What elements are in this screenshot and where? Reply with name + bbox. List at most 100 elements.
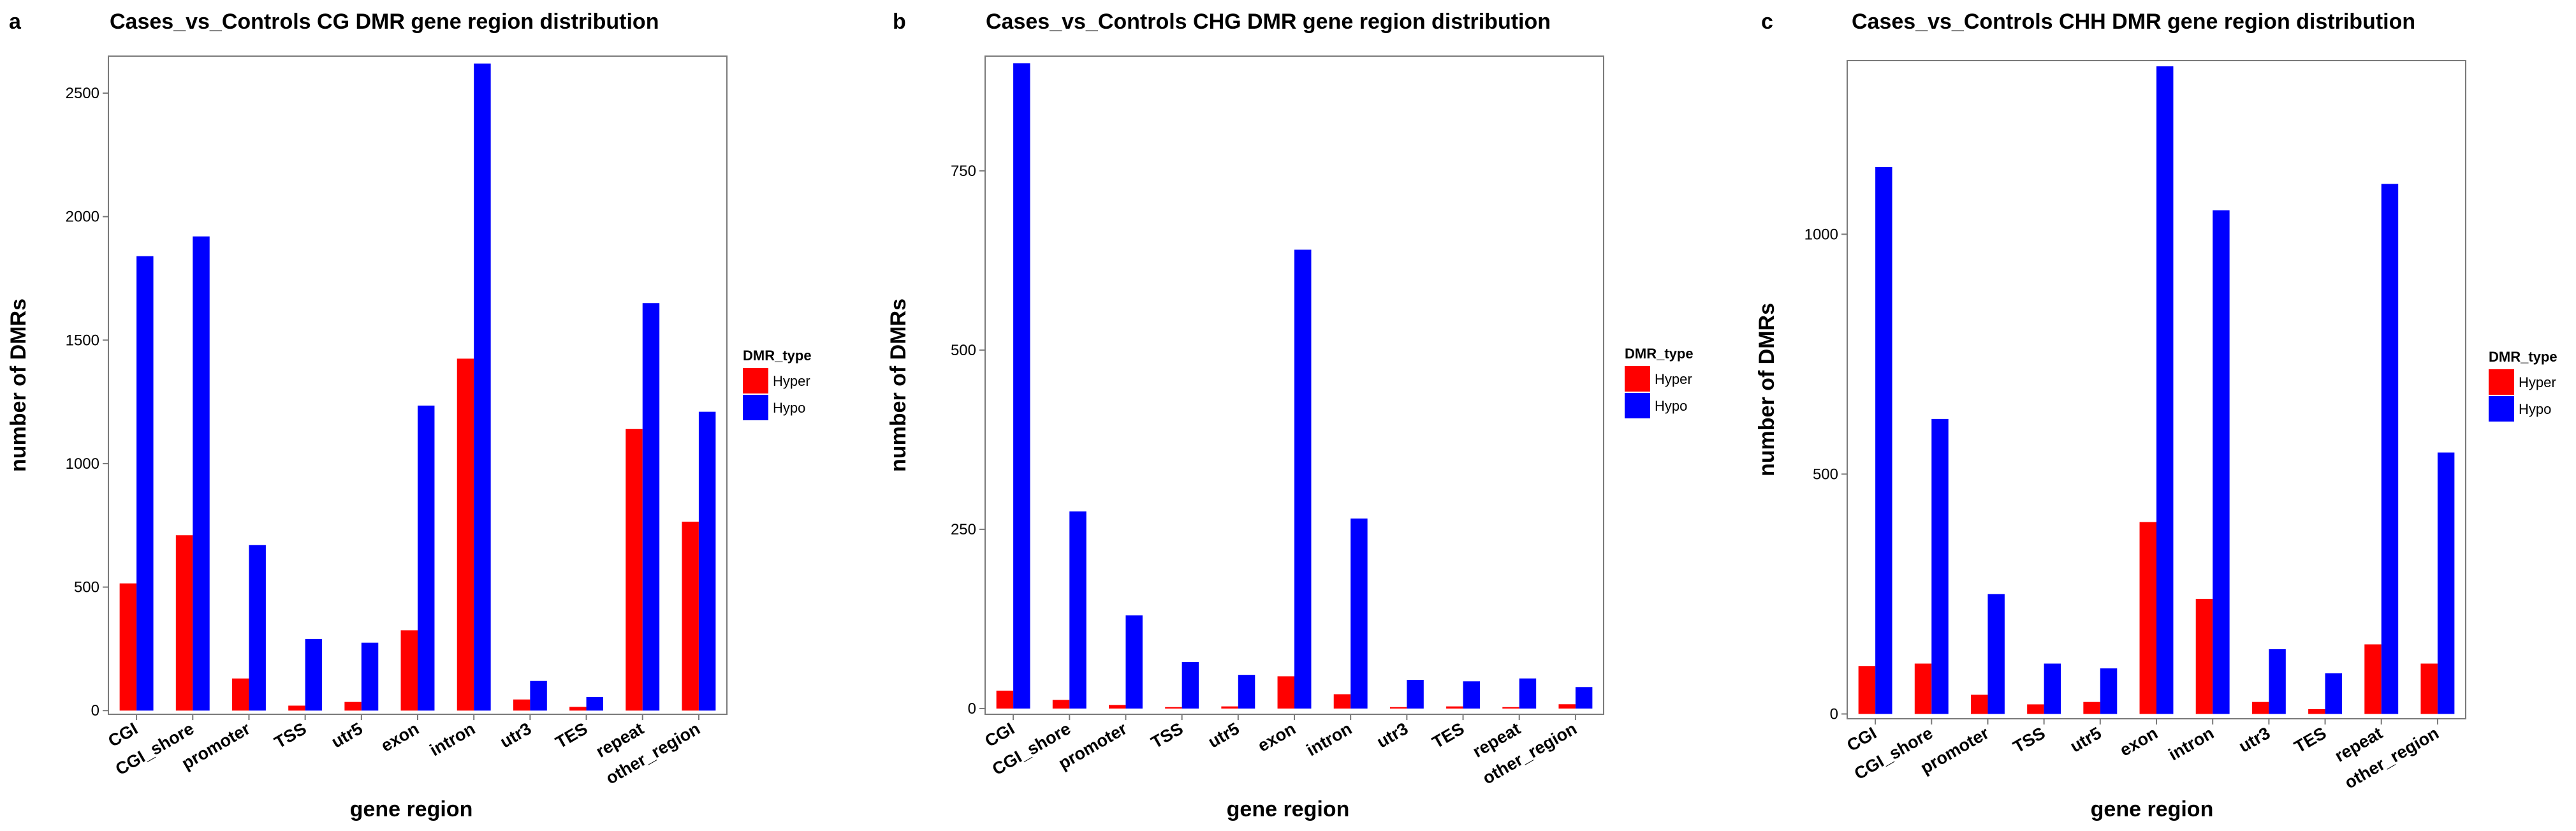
- bar-hyper-cgi: [1858, 666, 1876, 714]
- bar-hypo-repeat: [2381, 184, 2399, 714]
- bar-hypo-repeat: [642, 303, 660, 711]
- y-tick-label: 250: [951, 521, 976, 538]
- bar-hyper-promoter: [1971, 695, 1988, 714]
- bar-hyper-tes: [1446, 706, 1463, 709]
- bar-hyper-utr3: [2251, 702, 2269, 714]
- chart-panel-b: b Cases_vs_Controls CHG DMR gene region d…: [886, 10, 1694, 821]
- x-tick-label: intron: [427, 719, 478, 760]
- bar-hypo-cgi: [136, 256, 154, 711]
- bar-hyper-intron: [457, 358, 474, 711]
- x-tick-label: other_region: [2341, 723, 2442, 792]
- bar-hypo-promoter: [249, 545, 266, 711]
- bar-hypo-cgi-shore: [1931, 418, 1949, 714]
- bar-hypo-cgi: [1013, 63, 1030, 709]
- bar-hyper-tes: [2308, 709, 2325, 714]
- legend-swatch-hyper: [2489, 369, 2514, 395]
- y-tick-label: 500: [1813, 466, 1838, 483]
- legend-swatch-hyper: [1625, 366, 1650, 392]
- y-tick-label: 2000: [66, 209, 99, 226]
- legend-swatch-hypo: [743, 395, 768, 420]
- bar-hypo-utr5: [1238, 675, 1255, 709]
- x-tick-label: utr3: [1373, 719, 1411, 751]
- bar-hypo-utr5: [2100, 668, 2118, 714]
- legend-title: DMR_type: [2489, 349, 2558, 365]
- bar-hyper-utr5: [344, 702, 362, 711]
- bar-hyper-tss: [2027, 704, 2044, 714]
- chart-title: Cases_vs_Controls CHH DMR gene region di…: [1852, 10, 2415, 34]
- bar-hyper-intron: [1333, 694, 1351, 709]
- bar-hyper-tss: [288, 705, 305, 711]
- bar-hyper-cgi: [119, 583, 137, 711]
- x-tick-label: TSS: [271, 719, 309, 752]
- bar-hypo-intron: [474, 63, 491, 711]
- bar-hyper-repeat: [626, 429, 643, 711]
- legend-title: DMR_type: [743, 348, 812, 364]
- chart-title: Cases_vs_Controls CG DMR gene region dis…: [110, 10, 659, 34]
- bar-hyper-repeat: [1502, 707, 1519, 709]
- legend-label-hyper: Hyper: [1655, 371, 1692, 387]
- bar-hyper-repeat: [2364, 644, 2382, 714]
- bar-hyper-tss: [1165, 707, 1182, 709]
- y-axis-title: number of DMRs: [886, 298, 911, 472]
- bar-hypo-tss: [2044, 663, 2061, 714]
- x-tick-label: exon: [377, 719, 422, 755]
- y-axis-title: number of DMRs: [1755, 303, 1779, 476]
- bar-hypo-utr3: [2269, 649, 2286, 714]
- bar-hypo-tes: [586, 696, 603, 711]
- bar-hypo-exon: [418, 405, 435, 711]
- legend: DMR_type Hyper Hypo: [743, 348, 812, 420]
- bar-hyper-tes: [569, 707, 587, 711]
- x-tick-label: intron: [1303, 719, 1355, 760]
- legend-label-hypo: Hypo: [1655, 398, 1687, 414]
- x-tick-label: CGI: [982, 719, 1018, 751]
- bar-hyper-utr3: [1389, 707, 1407, 709]
- x-tick-label: CGI: [105, 719, 142, 751]
- bar-hypo-cgi-shore: [1069, 511, 1087, 709]
- bar-hypo-promoter: [1125, 615, 1143, 709]
- bar-hypo-tss: [1182, 661, 1199, 709]
- bar-hypo-utr3: [1407, 680, 1424, 709]
- x-tick-label: utr3: [497, 719, 534, 751]
- y-tick-label: 1000: [1804, 226, 1838, 243]
- bar-hyper-cgi-shore: [175, 535, 193, 711]
- legend-swatch-hypo: [2489, 396, 2514, 422]
- x-tick-label: other_region: [1479, 719, 1580, 788]
- bar-hypo-other-region: [698, 411, 716, 711]
- legend: DMR_type Hyper Hypo: [2489, 349, 2558, 422]
- legend-label-hyper: Hyper: [2519, 374, 2556, 390]
- y-axis-title: number of DMRs: [6, 298, 31, 472]
- panel-letter: c: [1761, 10, 1773, 34]
- bar-hypo-tss: [305, 638, 323, 711]
- bar-hyper-promoter: [232, 678, 249, 711]
- bar-hyper-cgi: [996, 690, 1014, 709]
- panel-letter: a: [9, 10, 22, 34]
- y-tick-label: 750: [951, 163, 976, 180]
- bar-hypo-tes: [1463, 681, 1480, 709]
- x-tick-label: TES: [552, 719, 590, 752]
- bar-hyper-other-region: [682, 521, 699, 711]
- bar-hypo-cgi-shore: [193, 236, 210, 711]
- bar-hyper-utr3: [513, 699, 531, 711]
- x-tick-label: TES: [2291, 723, 2329, 756]
- legend-title: DMR_type: [1625, 346, 1694, 362]
- x-tick-label: TSS: [2010, 723, 2048, 756]
- y-tick-label: 0: [1830, 705, 1838, 723]
- x-axis-title: gene region: [1227, 797, 1350, 821]
- x-tick-label: exon: [1254, 719, 1299, 755]
- chart-title: Cases_vs_Controls CHG DMR gene region di…: [986, 10, 1551, 34]
- bar-hypo-utr3: [530, 680, 547, 711]
- y-tick-label: 0: [968, 700, 976, 717]
- x-tick-label: utr5: [328, 719, 366, 751]
- legend-swatch-hypo: [1625, 393, 1650, 418]
- panel-letter: b: [893, 10, 906, 34]
- bar-hyper-exon: [2139, 522, 2156, 714]
- chart-panel-a: a Cases_vs_Controls CG DMR gene region di…: [6, 10, 812, 821]
- y-tick-label: 500: [74, 579, 99, 596]
- x-tick-label: utr3: [2236, 723, 2273, 756]
- bar-hyper-utr5: [2083, 702, 2100, 714]
- bar-hypo-intron: [1350, 518, 1368, 709]
- legend: DMR_type Hyper Hypo: [1625, 346, 1694, 418]
- bar-hypo-repeat: [1519, 678, 1537, 709]
- bar-hypo-cgi: [1875, 166, 1892, 714]
- chart-panel-c: c Cases_vs_Controls CHH DMR gene region d…: [1755, 10, 2558, 821]
